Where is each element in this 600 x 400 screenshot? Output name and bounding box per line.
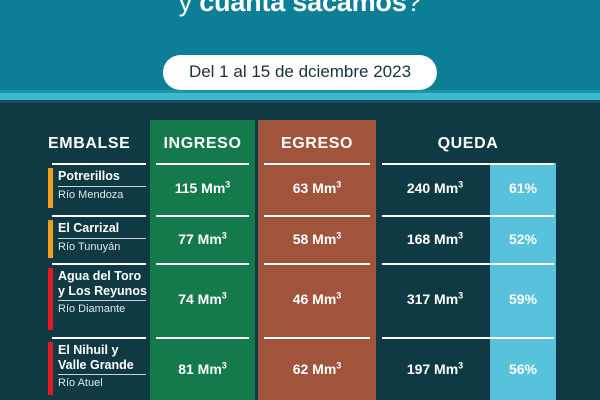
- column-header-queda: QUEDA: [437, 135, 499, 152]
- row-separator: [382, 163, 554, 165]
- row-separator: [52, 337, 146, 339]
- column-header-ingreso: INGRESO: [163, 135, 242, 152]
- reservoir-name: El Carrizal: [58, 221, 120, 235]
- row-color-marker: [48, 268, 53, 330]
- cell-percent-value: 56%: [508, 360, 538, 377]
- reservoir-name: Potrerillos: [58, 169, 120, 183]
- column-header-embalse: EMBALSE: [48, 135, 131, 152]
- cell-egreso-value: 58 Mm3: [292, 230, 342, 247]
- cell-ingreso-value: 115 Mm3: [174, 179, 231, 196]
- row-separator: [382, 337, 554, 339]
- river-label: Río Mendoza: [58, 188, 124, 201]
- reservoir-name-underline: [58, 374, 146, 375]
- river-label: Río Atuel: [58, 377, 103, 389]
- column-header-egreso: EGRESO: [280, 135, 354, 152]
- column-band-queda-percent: [490, 163, 556, 400]
- column-band-ingreso: [150, 120, 255, 400]
- row-color-marker: [48, 220, 53, 258]
- column-band-egreso: [258, 120, 376, 400]
- cell-ingreso-value: 74 Mm3: [178, 290, 227, 307]
- stripe-navy: [0, 100, 600, 103]
- row-separator: [264, 163, 370, 165]
- row-separator: [52, 215, 146, 217]
- row-separator: [264, 263, 370, 265]
- stripe-cyan: [0, 93, 600, 100]
- row-separator: [156, 337, 249, 339]
- cell-percent-value: 52%: [508, 231, 538, 247]
- cell-egreso-value: 62 Mm3: [292, 359, 342, 377]
- title-bold-part: cuanta sacamos: [199, 0, 407, 17]
- row-separator: [52, 263, 146, 265]
- cell-ingreso-value: 81 Mm3: [178, 359, 227, 377]
- reservoir-name-underline: [58, 300, 146, 301]
- cell-queda-value: 317 Mm3: [406, 290, 464, 307]
- row-separator: [156, 263, 249, 265]
- row-separator: [382, 263, 554, 265]
- cell-queda-value: 168 Mm3: [406, 230, 464, 247]
- row-separator: [264, 337, 370, 339]
- row-separator: [156, 215, 249, 217]
- reservoir-name: El Nihuil y Valle Grande: [58, 343, 134, 372]
- row-separator: [264, 215, 370, 217]
- cell-egreso-value: 63 Mm3: [292, 179, 342, 196]
- row-color-marker: [48, 168, 53, 208]
- cell-queda-value: 197 Mm3: [406, 359, 464, 377]
- cell-percent-value: 59%: [508, 291, 538, 307]
- title-tail-part: ?: [406, 0, 422, 17]
- stripe-teal-dark: [0, 90, 600, 93]
- cell-egreso-value: 46 Mm3: [292, 290, 342, 307]
- cell-percent-value: 61%: [508, 180, 538, 196]
- cell-ingreso-value: 77 Mm3: [178, 230, 227, 247]
- reservoir-name-underline: [58, 237, 146, 239]
- row-separator: [156, 163, 249, 165]
- cell-queda-value: 240 Mm3: [406, 179, 464, 196]
- date-range-badge: Del 1 al 15 de dciembre 2023: [162, 55, 438, 90]
- row-separator: [382, 215, 554, 217]
- river-label: Río Diamante: [58, 303, 126, 315]
- page-title: y cuanta sacamos?: [0, 0, 600, 18]
- reservoir-name: Agua del Toro y Los Reyunos: [58, 269, 147, 298]
- header-band: y cuanta sacamos? Del 1 al 15 de dciembr…: [0, 0, 600, 90]
- row-color-marker: [48, 342, 53, 395]
- row-separator: [52, 163, 146, 165]
- river-label: Río Tunuyán: [58, 240, 121, 253]
- title-thin-part: y: [178, 0, 200, 17]
- reservoir-name-underline: [58, 185, 146, 187]
